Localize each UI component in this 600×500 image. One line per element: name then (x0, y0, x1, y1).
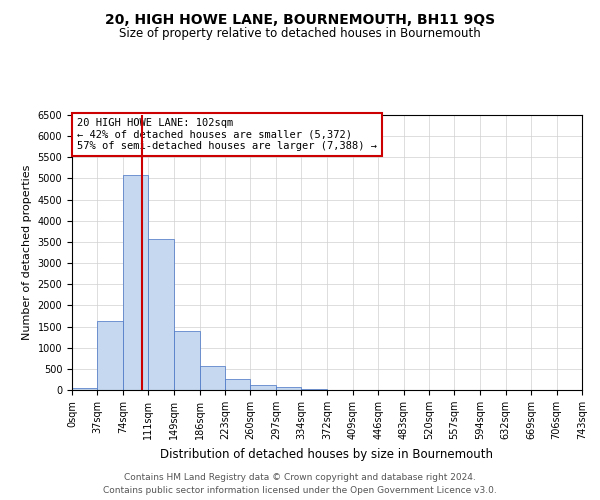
Text: 20, HIGH HOWE LANE, BOURNEMOUTH, BH11 9QS: 20, HIGH HOWE LANE, BOURNEMOUTH, BH11 9Q… (105, 12, 495, 26)
Text: Contains public sector information licensed under the Open Government Licence v3: Contains public sector information licen… (103, 486, 497, 495)
Bar (123, 175, 148, 390)
Bar (250, 385, 276, 390)
Bar (225, 380, 250, 390)
Bar (148, 238, 174, 390)
Text: 20 HIGH HOWE LANE: 102sqm
← 42% of detached houses are smaller (5,372)
57% of se: 20 HIGH HOWE LANE: 102sqm ← 42% of detac… (77, 118, 377, 151)
Bar (276, 386, 301, 390)
Text: Size of property relative to detached houses in Bournemouth: Size of property relative to detached ho… (119, 28, 481, 40)
Bar (174, 331, 200, 390)
Bar (97, 322, 123, 390)
Y-axis label: Number of detached properties: Number of detached properties (22, 165, 32, 340)
Bar (72, 388, 97, 390)
Text: Contains HM Land Registry data © Crown copyright and database right 2024.: Contains HM Land Registry data © Crown c… (124, 474, 476, 482)
Bar (301, 388, 328, 390)
X-axis label: Distribution of detached houses by size in Bournemouth: Distribution of detached houses by size … (161, 448, 493, 460)
Bar (200, 366, 225, 390)
